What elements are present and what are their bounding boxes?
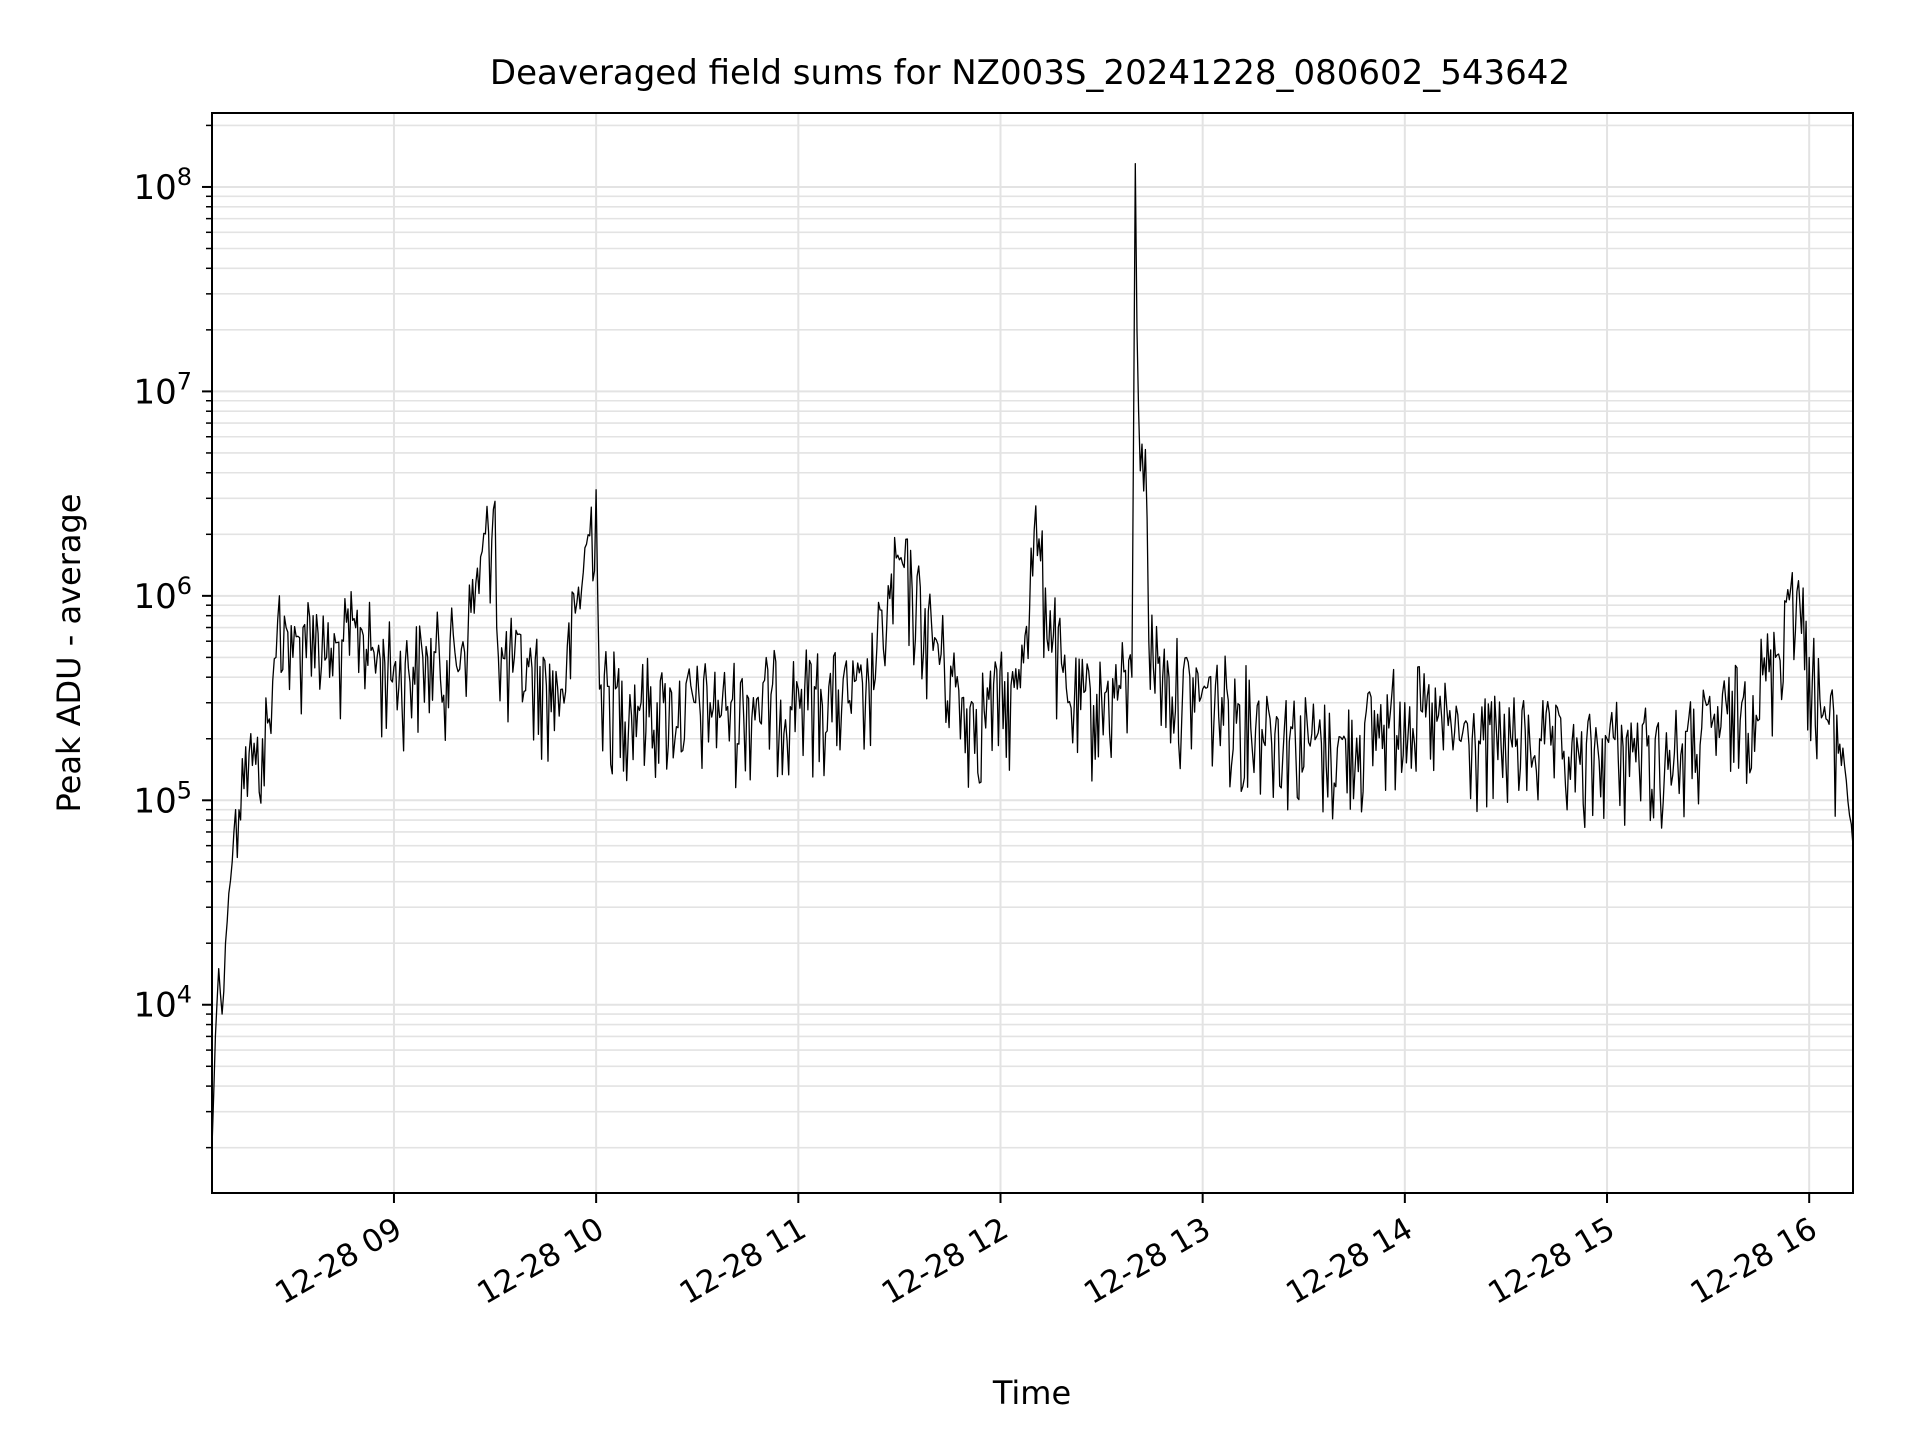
y-tick-label-exponent: 5 [177, 776, 192, 804]
y-tick-label-base: 10 [133, 986, 176, 1026]
y-tick-label-base: 10 [133, 781, 176, 821]
y-tick-label-exponent: 7 [177, 367, 192, 395]
y-tick-label-exponent: 8 [177, 163, 192, 191]
series-layer [211, 163, 1854, 1148]
grid [212, 113, 1853, 1193]
y-tick-label-exponent: 4 [177, 981, 192, 1009]
y-tick-label: 105 [133, 776, 192, 821]
plot-frame [211, 112, 1854, 1194]
y-tick-label: 108 [133, 163, 192, 208]
chart-title: Deaveraged field sums for NZ003S_2024122… [490, 53, 1570, 93]
y-tick-label-base: 10 [133, 168, 176, 208]
y-tick-label: 106 [133, 572, 192, 617]
y-tick-label-base: 10 [133, 372, 176, 412]
y-tick-label-exponent: 6 [177, 572, 192, 600]
y-tick-label: 104 [133, 981, 192, 1026]
series-line [211, 163, 1854, 1148]
x-axis-label: Time [992, 1374, 1071, 1412]
y-axis-label: Peak ADU - average [50, 494, 88, 813]
y-tick-label: 107 [133, 367, 192, 412]
y-tick-label-base: 10 [133, 577, 176, 617]
